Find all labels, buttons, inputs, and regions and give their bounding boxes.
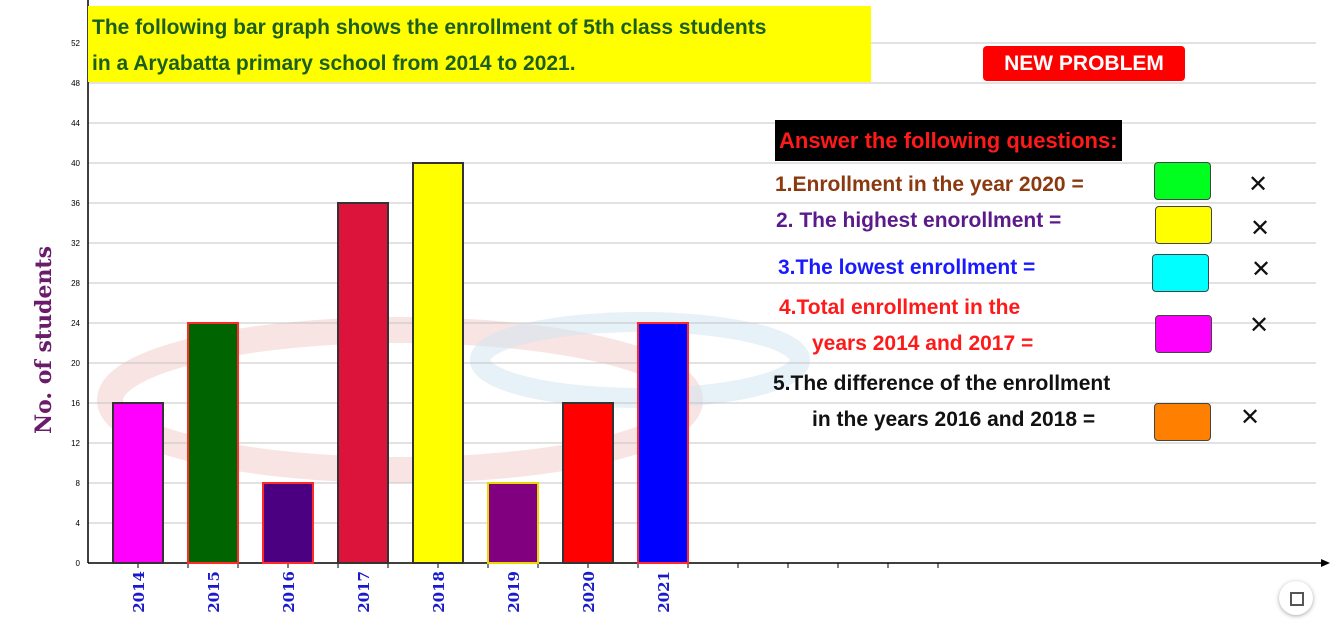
answer-box-4[interactable]	[1155, 315, 1212, 353]
y-tick-label-36: 36	[71, 199, 80, 208]
question-1-status-icon: ✕	[1248, 171, 1269, 198]
bar-2016	[262, 482, 314, 564]
answer-box-5[interactable]	[1154, 403, 1211, 441]
question-3-text: 3.The lowest enrollment =	[778, 256, 1036, 279]
y-tick-label-32: 32	[71, 239, 80, 248]
question-2-text: 2. The highest enorollment =	[776, 209, 1062, 232]
x-tick-label-2018: 2018	[430, 571, 448, 613]
fullscreen-button[interactable]	[1279, 581, 1313, 615]
x-axis-arrow-icon	[1321, 559, 1330, 567]
bar-2019	[487, 482, 539, 564]
y-tick-label-52: 52	[71, 39, 80, 48]
bar-2017	[337, 202, 389, 564]
y-axis-label: No. of students	[31, 246, 57, 434]
y-tick-label-8: 8	[76, 479, 81, 488]
bar-2015	[187, 322, 239, 564]
fullscreen-icon-corner-tr	[1297, 592, 1304, 599]
x-tick-label-2016: 2016	[280, 571, 298, 613]
y-tick-label-4: 4	[76, 519, 81, 528]
problem-statement-line-1: The following bar graph shows the enroll…	[92, 16, 767, 39]
question-4-text-line-2: years 2014 and 2017 =	[812, 332, 1034, 355]
y-tick-label-48: 48	[71, 79, 80, 88]
answer-box-2[interactable]	[1155, 206, 1212, 244]
y-tick-label-12: 12	[71, 439, 80, 448]
question-5-status-icon: ✕	[1240, 404, 1261, 431]
x-tick-label-2014: 2014	[130, 571, 148, 613]
x-tick-label-2017: 2017	[355, 571, 373, 613]
bar-2018	[412, 162, 464, 564]
y-tick-label-24: 24	[71, 319, 80, 328]
fullscreen-icon-corner-tl	[1290, 592, 1297, 599]
new-problem-button[interactable]: NEW PROBLEM	[983, 46, 1185, 81]
question-3-status-icon: ✕	[1251, 256, 1272, 283]
question-1-text: 1.Enrollment in the year 2020 =	[775, 173, 1084, 196]
question-5-text-line-1: 5.The difference of the enrollment	[773, 372, 1111, 395]
y-tick-label-16: 16	[71, 399, 80, 408]
fullscreen-icon-corner-br	[1297, 599, 1304, 606]
y-tick-label-20: 20	[71, 359, 80, 368]
x-tick-label-2020: 2020	[580, 571, 598, 613]
problem-statement-box: The following bar graph shows the enroll…	[88, 6, 871, 82]
bar-2021	[637, 322, 689, 564]
fullscreen-icon-corner-bl	[1290, 599, 1297, 606]
question-2-status-icon: ✕	[1250, 215, 1271, 242]
bar-2014	[112, 402, 164, 564]
answer-box-3[interactable]	[1152, 254, 1209, 292]
problem-statement-line-2: in a Aryabatta primary school from 2014 …	[92, 52, 576, 75]
questions-header: Answer the following questions:	[775, 120, 1122, 161]
question-4-status-icon: ✕	[1249, 312, 1270, 339]
y-tick-label-44: 44	[71, 119, 80, 128]
answer-box-1[interactable]	[1154, 162, 1211, 200]
x-tick-label-2015: 2015	[205, 571, 223, 613]
y-tick-label-28: 28	[71, 279, 80, 288]
y-tick-label-0: 0	[76, 559, 81, 568]
x-tick-label-2019: 2019	[505, 571, 523, 613]
question-4-text-line-1: 4.Total enrollment in the	[779, 296, 1021, 319]
x-tick-label-2021: 2021	[655, 571, 673, 613]
y-tick-label-40: 40	[71, 159, 80, 168]
bar-2020	[562, 402, 614, 564]
question-5-text-line-2: in the years 2016 and 2018 =	[812, 408, 1096, 431]
